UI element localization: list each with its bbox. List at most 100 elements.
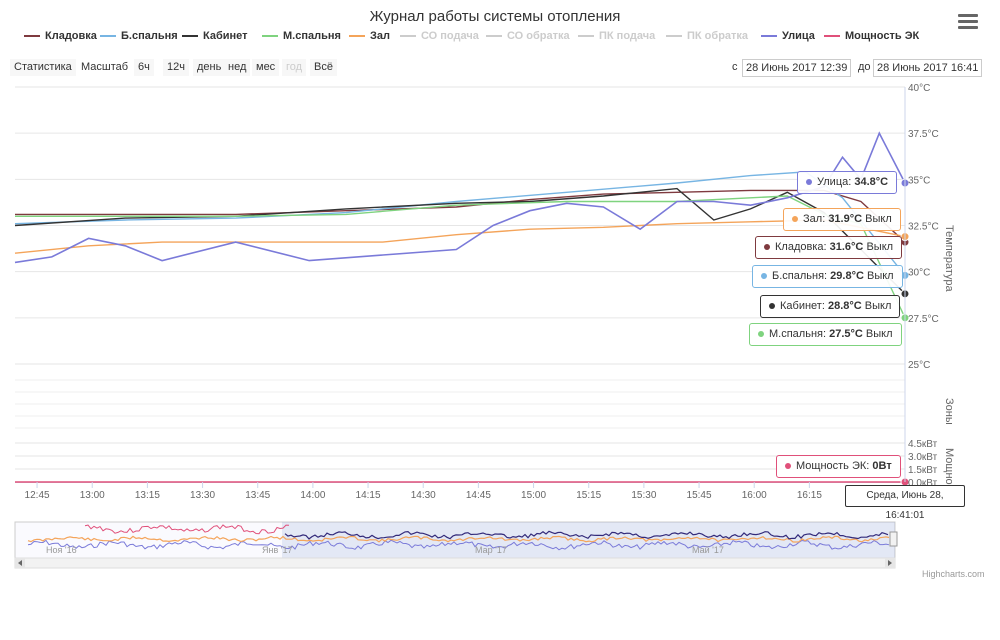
tooltip-5: Кабинет: 28.8°C Выкл	[760, 295, 901, 318]
chart-title: Журнал работы системы отопления	[369, 8, 621, 25]
legend-item-m-spalnya[interactable]: М.спальня	[262, 30, 341, 42]
x-tick-label: 12:45	[25, 490, 50, 501]
tooltip-value: 31.6°C	[829, 241, 864, 253]
navigator-series-hall	[27, 535, 890, 543]
legend-swatch	[400, 35, 416, 37]
legend-item-so-obratka[interactable]: СО обратка	[486, 30, 570, 42]
legend-label: Кладовка	[45, 30, 97, 42]
legend-label: Б.спальня	[121, 30, 178, 42]
legend-item-so-podacha[interactable]: СО подача	[400, 30, 479, 42]
legend-label: М.спальня	[283, 30, 341, 42]
to-date-input[interactable]: 28 Июнь 2017 16:41	[873, 59, 983, 77]
to-label: до	[858, 61, 871, 73]
legend-item-kabinet[interactable]: Кабинет	[182, 30, 248, 42]
legend-label: Зал	[370, 30, 390, 42]
legend-swatch	[262, 35, 278, 37]
tooltip-value: 29.8°C	[830, 270, 864, 282]
x-tick-label: 15:15	[576, 490, 601, 501]
legend-item-pk-obratka[interactable]: ПК обратка	[666, 30, 748, 42]
legend-label: Мощность ЭК	[845, 30, 920, 42]
series-line[interactable]	[14, 171, 906, 276]
legend-label: ПК подача	[599, 30, 656, 42]
legend-item-kladovka[interactable]: Кладовка	[24, 30, 97, 42]
legend-label: СО обратка	[507, 30, 570, 42]
navigator-tick-label: Янв '17	[262, 545, 292, 555]
x-tick-label: 13:00	[80, 490, 105, 501]
tooltip-dot	[769, 303, 775, 310]
tooltip-value: 28.8°C	[827, 300, 862, 312]
range-week-button[interactable]: нед	[224, 59, 251, 76]
range-12h-button[interactable]: 12ч	[163, 59, 189, 76]
y-tick-label-power: 0.0кВт	[908, 478, 938, 489]
tooltip-4: Б.спальня: 29.8°C Выкл	[752, 265, 903, 288]
legend-label: СО подача	[421, 30, 479, 42]
legend-label: Кабинет	[203, 30, 248, 42]
legend-item-ulica[interactable]: Улица	[761, 30, 815, 42]
navigator[interactable]: Ноя '16 Янв '17 Мар '17 Май '17	[14, 521, 898, 569]
tooltip-1: Улица: 34.8°C	[797, 171, 898, 194]
tooltip-value: 0Вт	[872, 460, 892, 472]
x-tick-label: 14:30	[411, 490, 436, 501]
tooltip-name: Улица	[817, 176, 849, 188]
legend-item-moshchnost[interactable]: Мощность ЭК	[824, 30, 919, 42]
navigator-tick-label: Мар '17	[475, 545, 507, 555]
series-line[interactable]	[14, 219, 906, 254]
x-tick-label: 16:15	[797, 490, 822, 501]
tooltip-name: Зал	[803, 213, 823, 225]
tooltip-dot	[806, 179, 812, 186]
navigator-series-power	[84, 524, 290, 535]
range-6h-button[interactable]: 6ч	[134, 59, 154, 76]
legend-item-zal[interactable]: Зал	[349, 30, 390, 42]
y-tick-label-power: 3.0кВт	[908, 452, 938, 463]
tooltip-3: Кладовка: 31.6°C Выкл	[755, 236, 903, 259]
tooltip-suffix: Выкл	[863, 241, 894, 253]
y-tick-label-temp: 25°C	[908, 360, 930, 371]
range-all-button[interactable]: Всё	[310, 59, 337, 76]
legend-swatch	[666, 35, 682, 37]
credits[interactable]: Highcharts.com	[922, 569, 985, 579]
legend-swatch	[182, 35, 198, 37]
range-month-button[interactable]: мес	[252, 59, 280, 76]
legend-item-pk-podacha[interactable]: ПК подача	[578, 30, 655, 42]
from-label: с	[732, 61, 738, 73]
legend-swatch	[761, 35, 777, 37]
tooltip-7: Мощность ЭК: 0Вт	[776, 455, 901, 478]
tooltip-dot	[785, 463, 791, 470]
y-tick-label-temp: 40°C	[908, 83, 930, 94]
tooltip-value: 27.5°C	[829, 328, 863, 340]
legend-label: ПК обратка	[687, 30, 749, 42]
range-day-button[interactable]: день	[193, 59, 226, 76]
x-tick-label: 15:00	[521, 490, 546, 501]
y-tick-label-temp: 30°C	[908, 268, 930, 279]
range-year-button[interactable]: год	[282, 59, 307, 76]
legend-swatch	[486, 35, 502, 37]
tooltip-suffix: Выкл	[861, 300, 892, 312]
tooltip-name: Мощность ЭК	[796, 460, 867, 472]
tooltip-name: Б.спальня	[772, 270, 825, 282]
context-menu-icon[interactable]	[958, 14, 978, 30]
scroll-right-icon	[888, 560, 892, 566]
x-tick-label: 14:00	[300, 490, 325, 501]
y-tick-label-temp: 37.5°C	[908, 129, 939, 140]
x-tick-label: 16:00	[742, 490, 767, 501]
navigator-series-street	[27, 539, 890, 551]
tooltip-dot	[792, 216, 798, 223]
tooltip-value: 34.8°C	[854, 176, 889, 188]
scrollbar[interactable]	[14, 557, 896, 569]
navigator-tick-label: Ноя '16	[46, 545, 77, 555]
legend-item-b-spalnya[interactable]: Б.спальня	[100, 30, 178, 42]
y-axis-title-zones: Зоны	[943, 398, 955, 425]
legend-swatch	[578, 35, 594, 37]
x-tick-label: 14:45	[466, 490, 491, 501]
x-tick-label: 15:45	[687, 490, 712, 501]
navigator-handle[interactable]	[889, 531, 898, 547]
x-tick-label: 13:30	[190, 490, 215, 501]
hover-time-label: Среда, Июнь 28, 16:41:01	[845, 485, 965, 521]
x-tick-label: 14:15	[356, 490, 381, 501]
y-tick-label-power: 4.5кВт	[908, 439, 938, 450]
stats-button[interactable]: Статистика	[10, 59, 76, 76]
tooltip-name: Кладовка	[775, 241, 824, 253]
y-tick-label-temp: 27.5°C	[908, 314, 939, 325]
from-date-input[interactable]: 28 Июнь 2017 12:39	[742, 59, 852, 77]
